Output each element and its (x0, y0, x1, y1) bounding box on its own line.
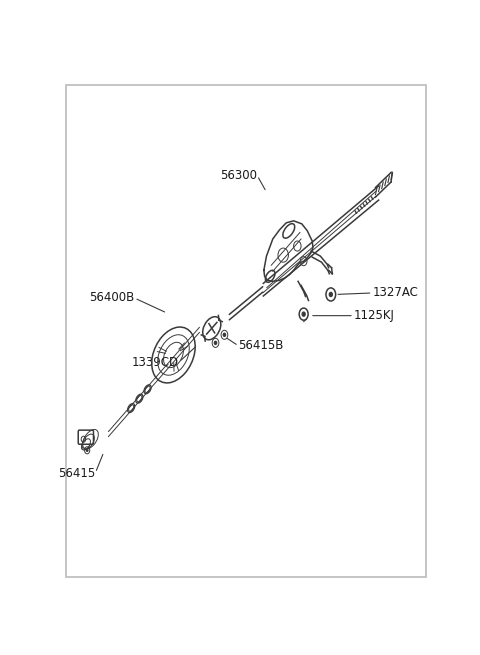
Circle shape (302, 312, 305, 316)
Text: 56415B: 56415B (239, 339, 284, 352)
Text: 56400B: 56400B (89, 291, 134, 305)
Circle shape (329, 292, 332, 297)
Circle shape (86, 449, 88, 451)
Text: 56300: 56300 (220, 169, 257, 182)
Text: 1125KJ: 1125KJ (354, 309, 395, 322)
Text: 56415: 56415 (58, 466, 96, 479)
Text: 1339CD: 1339CD (132, 356, 179, 369)
Text: 1327AC: 1327AC (372, 286, 419, 299)
Circle shape (215, 341, 216, 345)
Circle shape (223, 333, 226, 336)
